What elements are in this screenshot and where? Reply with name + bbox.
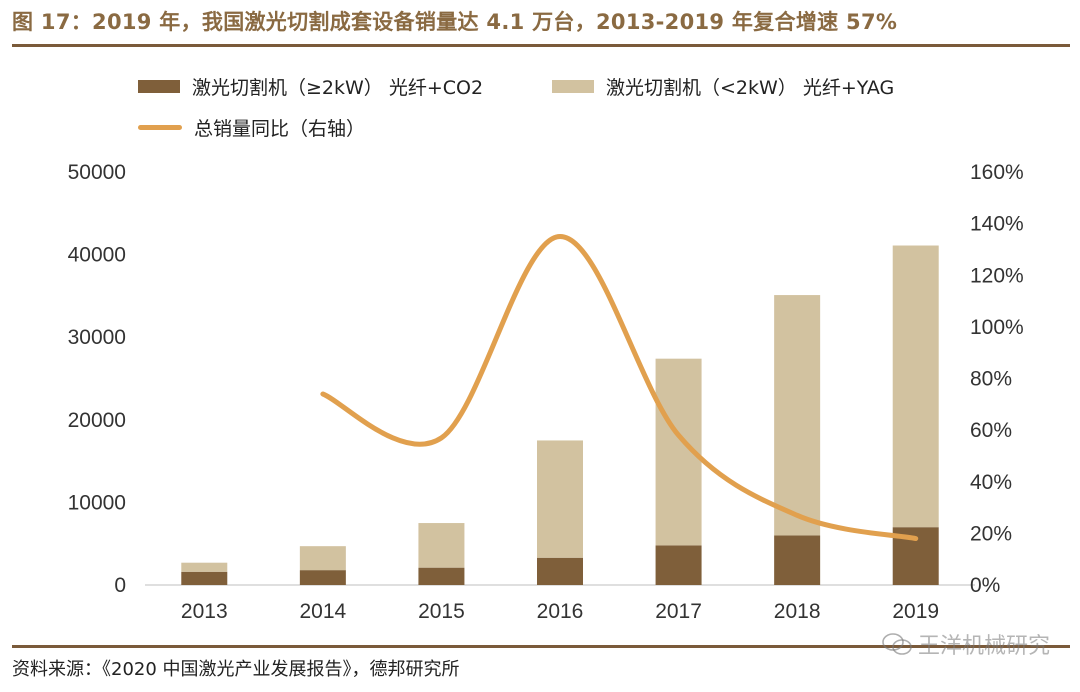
x-tick-label: 2015 xyxy=(418,600,465,623)
legend-item-low-power: 激光切割机（<2kW） 光纤+YAG xyxy=(552,73,894,100)
y-left-tick-label: 10000 xyxy=(68,491,126,514)
title-rule xyxy=(12,44,1070,47)
bar-high-power xyxy=(537,557,583,585)
bar-low-power xyxy=(892,245,939,528)
bar-low-power xyxy=(299,546,346,571)
y-left-tick-label: 30000 xyxy=(68,326,126,349)
bar-high-power xyxy=(181,571,228,585)
legend-label-high-power: 激光切割机（≥2kW） 光纤+CO2 xyxy=(192,77,484,99)
y-right-tick-label: 160% xyxy=(970,161,1024,184)
legend-swatch-low-power xyxy=(552,80,594,93)
growth-line-group xyxy=(320,234,919,542)
legend-label-low-power: 激光切割机（<2kW） 光纤+YAG xyxy=(606,77,895,99)
y-right-tick-label: 40% xyxy=(970,471,1012,494)
y-right-tick-label: 140% xyxy=(970,213,1024,236)
legend-swatch-growth xyxy=(138,125,182,130)
legend-swatch-high-power xyxy=(138,80,180,93)
bar-high-power xyxy=(655,545,702,585)
y-left-tick-label: 20000 xyxy=(68,409,126,432)
legend-label-growth: 总销量同比（右轴） xyxy=(194,118,366,140)
bar-high-power xyxy=(299,570,346,585)
source-note: 资料来源：《2020 中国激光产业发展报告》，德邦研究所 xyxy=(12,659,460,680)
x-tick-label: 2018 xyxy=(774,600,821,623)
x-tick-label: 2014 xyxy=(299,600,346,623)
x-tick-label: 2017 xyxy=(655,600,702,623)
legend-item-growth: 总销量同比（右轴） xyxy=(138,114,365,141)
y-right-tick-label: 120% xyxy=(970,264,1024,287)
bar-high-power xyxy=(774,535,821,585)
y-right-tick-label: 100% xyxy=(970,316,1024,339)
x-tick-label: 2016 xyxy=(537,600,584,623)
x-tick-label: 2019 xyxy=(892,600,939,623)
y-left-tick-label: 40000 xyxy=(68,244,126,267)
source-rule xyxy=(12,645,1070,648)
watermark: 王洋机械研究 xyxy=(882,628,1050,660)
y-right-tick-label: 60% xyxy=(970,419,1012,442)
legend-item-high-power: 激光切割机（≥2kW） 光纤+CO2 xyxy=(138,73,483,100)
watermark-text: 王洋机械研究 xyxy=(917,634,1050,659)
y-right-tick-label: 20% xyxy=(970,522,1012,545)
growth-line xyxy=(320,234,919,542)
y-right-tick-label: 80% xyxy=(970,368,1012,391)
wechat-icon xyxy=(882,633,912,655)
x-tick-label: 2013 xyxy=(181,600,228,623)
y-left-tick-label: 50000 xyxy=(68,161,126,184)
bar-low-power xyxy=(774,295,821,536)
bar-low-power xyxy=(537,440,583,558)
figure-title: 图 17：2019 年，我国激光切割成套设备销量达 4.1 万台，2013-20… xyxy=(12,10,898,34)
bar-low-power xyxy=(418,523,465,568)
bars xyxy=(181,245,939,585)
bar-low-power xyxy=(181,562,228,572)
y-right-tick-label: 0% xyxy=(970,574,1000,597)
bar-high-power xyxy=(418,567,465,585)
y-left-tick-label: 0 xyxy=(114,574,126,597)
